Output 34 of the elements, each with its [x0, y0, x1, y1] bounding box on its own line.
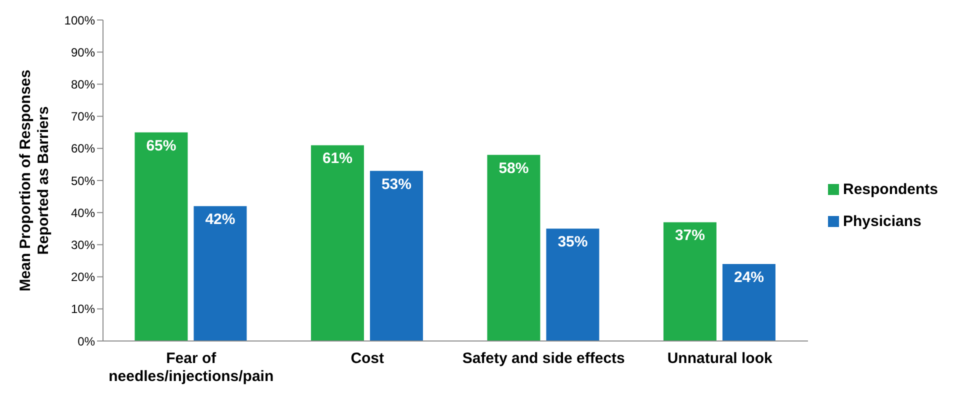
x-tick-label: Cost [350, 350, 384, 367]
bar [722, 264, 776, 341]
data-label: 61% [322, 150, 352, 168]
legend-label: Respondents [842, 180, 938, 198]
data-label: 24% [734, 268, 764, 286]
y-tick-label: 80% [70, 77, 96, 92]
bar [310, 145, 364, 341]
data-label: 35% [558, 234, 588, 251]
bar [194, 206, 247, 341]
data-label: 53% [381, 176, 412, 193]
bar [487, 154, 540, 341]
x-tick-label: Fear of needles/injections/pain [108, 350, 274, 385]
data-label: 58% [498, 160, 529, 177]
bar [663, 222, 716, 341]
data-label: 65% [146, 137, 176, 154]
y-tick-label: 60% [70, 142, 96, 156]
y-tick-label: 70% [70, 110, 96, 124]
bar [546, 228, 600, 341]
y-tick-label: 50% [70, 174, 96, 188]
bar [370, 170, 423, 341]
x-tick-label: Safety and side effects [462, 350, 625, 367]
y-axis-title: Mean Proportion of Responses Reported as Barriers [17, 70, 52, 292]
y-tick-label: 20% [70, 270, 96, 284]
y-tick-label: 100% [64, 13, 96, 28]
x-tick-label: Unnatural look [667, 350, 774, 367]
y-tick-label: 30% [70, 238, 96, 252]
y-tick-label: 90% [70, 45, 96, 60]
y-tick-label: 40% [70, 206, 96, 220]
y-tick-label: 10% [70, 302, 96, 316]
data-label: 37% [674, 227, 705, 244]
data-label: 42% [205, 211, 236, 228]
legend-label: Physicians [842, 212, 922, 230]
y-tick-label: 0% [78, 334, 96, 348]
bar [134, 132, 188, 341]
